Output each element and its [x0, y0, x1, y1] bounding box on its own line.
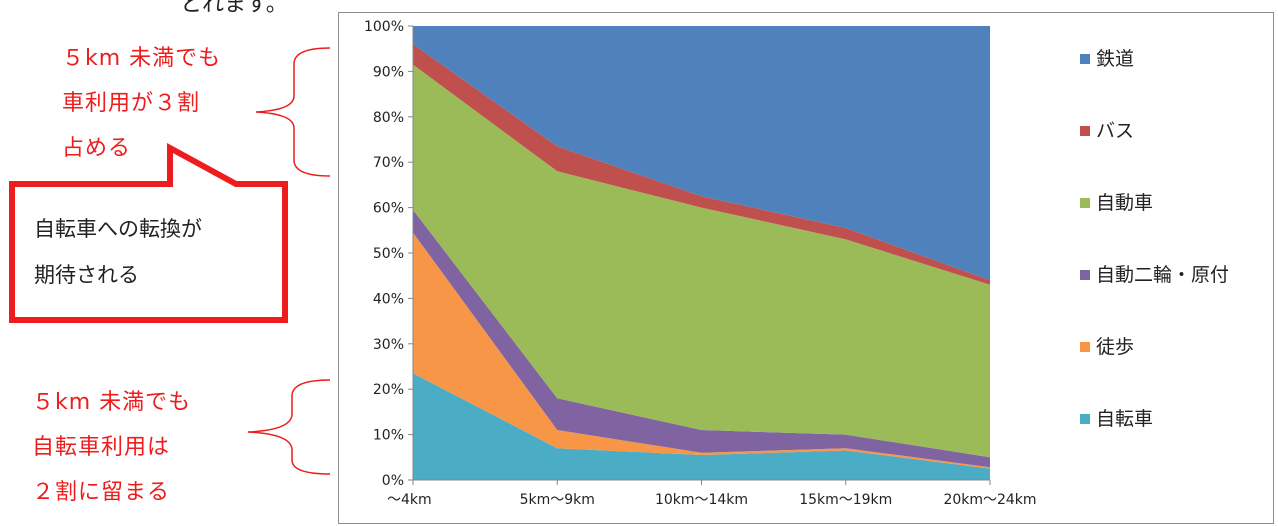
x-tick-label: 5km～9km	[520, 492, 595, 508]
x-tick-label: 10km～14km	[655, 492, 748, 508]
y-tick-label: 100%	[364, 19, 404, 35]
legend-swatch	[1080, 54, 1090, 64]
legend-swatch	[1080, 270, 1090, 280]
y-tick-label: 30%	[373, 337, 404, 353]
area-1	[413, 373, 990, 480]
x-tick-label: 15km～19km	[799, 492, 892, 508]
legend-label: バス	[1096, 120, 1134, 142]
y-tick-label: 80%	[373, 110, 404, 126]
area-3	[413, 209, 990, 468]
y-tick-label: 0%	[382, 473, 404, 489]
y-tick-label: 50%	[373, 246, 404, 262]
legend-label: 自動二輪・原付	[1096, 264, 1229, 286]
legend-swatch	[1080, 414, 1090, 424]
area-6	[413, 26, 990, 281]
x-tick-label: ～4km	[387, 492, 432, 508]
callout-line: 期待される	[34, 263, 139, 287]
y-tick-label: 90%	[373, 64, 404, 80]
callout-line: 自転車への転換が	[34, 217, 202, 241]
legend-swatch	[1080, 342, 1090, 352]
y-tick-label: 70%	[373, 155, 404, 171]
y-tick-label: 60%	[373, 201, 404, 217]
brace-upper	[255, 47, 331, 177]
annotation-upper-line: 占める	[62, 136, 132, 161]
legend-label: 徒歩	[1096, 336, 1134, 358]
page-text-fragment: とれます。	[180, 0, 288, 17]
brace-lower	[247, 379, 331, 475]
area-5	[413, 44, 990, 285]
x-tick-label: 20km～24km	[943, 492, 1036, 508]
annotation-shapes	[9, 47, 331, 475]
callout-bubble	[9, 142, 288, 323]
legend-swatch	[1080, 126, 1090, 136]
legend-label: 自動車	[1096, 192, 1153, 214]
area-4	[413, 64, 990, 458]
annotation-lower-line: ５km 未満でも	[32, 390, 192, 415]
y-tick-label: 20%	[373, 382, 404, 398]
annotation-upper-line: ５km 未満でも	[62, 46, 222, 71]
legend-label: 鉄道	[1096, 48, 1134, 70]
annotation-lower-line: ２割に留まる	[32, 480, 171, 505]
y-tick-label: 10%	[373, 428, 404, 444]
annotation-upper: ５km 未満でも 車利用が３割 占める	[62, 36, 221, 171]
legend-label: 自転車	[1096, 408, 1153, 430]
annotation-lower-line: 自転車利用は	[32, 435, 171, 460]
y-tick-label: 40%	[373, 291, 404, 307]
legend-swatch	[1080, 198, 1090, 208]
callout-text: 自転車への転換が 期待される	[34, 206, 202, 298]
annotation-upper-line: 車利用が３割	[62, 91, 201, 116]
annotation-lower: ５km 未満でも 自転車利用は ２割に留まる	[32, 380, 191, 515]
